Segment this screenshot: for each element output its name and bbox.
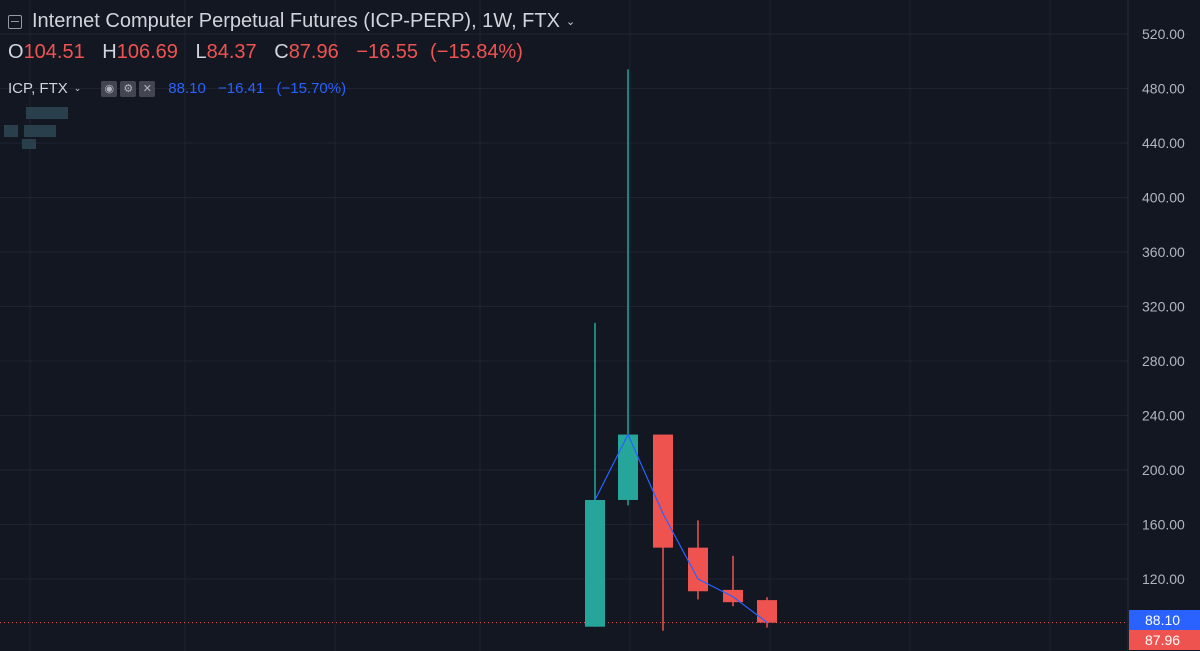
candle-body-4	[723, 589, 743, 603]
indicator-values: 88.10 −16.41 (−15.70%)	[168, 80, 354, 97]
candle-body-2	[653, 434, 673, 548]
low-label: L	[195, 41, 207, 63]
low-value: 84.37	[206, 41, 257, 63]
price-label-bg-0	[1129, 610, 1200, 630]
price-label-1: 87.96	[1145, 632, 1180, 648]
candle-body-3	[688, 547, 708, 592]
close-value: 87.96	[288, 41, 339, 63]
candles	[585, 69, 777, 631]
indicator-row: ICP, FTX ⌄ ◉ ⚙ ✕ 88.10 −16.41 (−15.70%)	[8, 80, 354, 97]
y-tick-label-480: 480.00	[1142, 81, 1185, 97]
candle-body-5	[757, 600, 777, 623]
change-pct-value: (−15.84%)	[430, 41, 523, 63]
y-tick-label-280: 280.00	[1142, 353, 1185, 369]
compare-line-layer	[594, 433, 768, 623]
compare-line	[594, 433, 768, 623]
indicator-value: 88.10	[168, 80, 206, 97]
minimap-icon	[4, 107, 68, 149]
chart-title[interactable]: Internet Computer Perpetual Futures (ICP…	[32, 10, 560, 32]
open-value: 104.51	[23, 41, 85, 63]
price-label-0: 88.10	[1145, 612, 1180, 628]
y-tick-label-320: 320.00	[1142, 299, 1185, 315]
title-row: Internet Computer Perpetual Futures (ICP…	[8, 10, 575, 33]
eye-icon[interactable]: ◉	[101, 80, 118, 97]
price-axis: 120.00 160.00 200.00 240.00 280.00 320.00 360.…	[1127, 0, 1200, 651]
ohlc-row: O104.51 H106.69 L84.37 C87.96 −16.55 (−15…	[8, 41, 535, 64]
indicator-chevron-icon[interactable]: ⌄	[73, 83, 82, 93]
high-value: 106.69	[116, 41, 178, 63]
y-tick-label-240: 240.00	[1142, 408, 1185, 424]
chevron-down-icon[interactable]: ⌄	[565, 16, 576, 28]
change-value: −16.55	[356, 41, 419, 63]
high-label: H	[102, 41, 117, 63]
close-icon[interactable]: ✕	[139, 80, 156, 97]
indicator-change: −16.41	[218, 80, 265, 97]
indicator-change-pct: (−15.70%)	[276, 80, 347, 97]
y-tick-label-200: 200.00	[1142, 462, 1185, 478]
indicator-name[interactable]: ICP, FTX	[8, 80, 68, 97]
price-label-bg-1	[1129, 630, 1200, 650]
grid-lines	[0, 0, 1128, 651]
close-label: C	[274, 41, 289, 63]
y-tick-label-520: 520.00	[1142, 26, 1185, 42]
y-tick-label-160: 160.00	[1142, 517, 1185, 533]
candle-body-0	[585, 499, 605, 627]
open-label: O	[8, 41, 24, 63]
gear-icon[interactable]: ⚙	[120, 80, 137, 97]
y-tick-label-120: 120.00	[1142, 571, 1185, 587]
y-tick-label-440: 440.00	[1142, 135, 1185, 151]
y-tick-label-360: 360.00	[1142, 244, 1185, 260]
y-tick-label-400: 400.00	[1142, 190, 1185, 206]
candle-body-1	[618, 434, 638, 500]
collapse-legend-icon[interactable]	[8, 14, 22, 29]
